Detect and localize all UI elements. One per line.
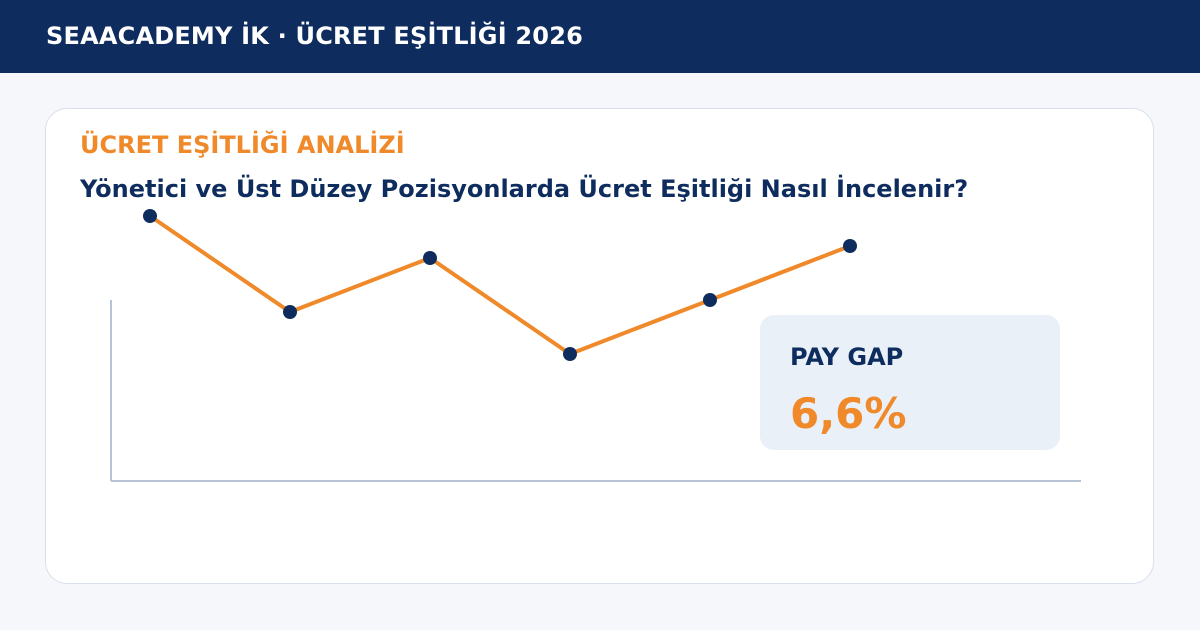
series-group (143, 209, 857, 361)
pay-gap-value: 6,6% (790, 389, 907, 438)
banner-title: SEAACADEMY İK · ÜCRET EŞİTLİĞİ 2026 (46, 22, 583, 50)
data-point-3 (423, 251, 437, 265)
data-point-6 (843, 239, 857, 253)
pay-gap-callout: PAY GAP 6,6% (760, 315, 1060, 450)
series-line (148, 214, 852, 356)
data-point-5 (703, 293, 717, 307)
data-point-1 (143, 209, 157, 223)
data-point-2 (283, 305, 297, 319)
section-eyebrow: ÜCRET EŞİTLİĞİ ANALİZİ (80, 131, 405, 159)
data-point-4 (563, 347, 577, 361)
pay-gap-label: PAY GAP (790, 343, 904, 371)
top-banner: SEAACADEMY İK · ÜCRET EŞİTLİĞİ 2026 (0, 0, 1200, 73)
page-title: Yönetici ve Üst Düzey Pozisyonlarda Ücre… (80, 175, 969, 203)
